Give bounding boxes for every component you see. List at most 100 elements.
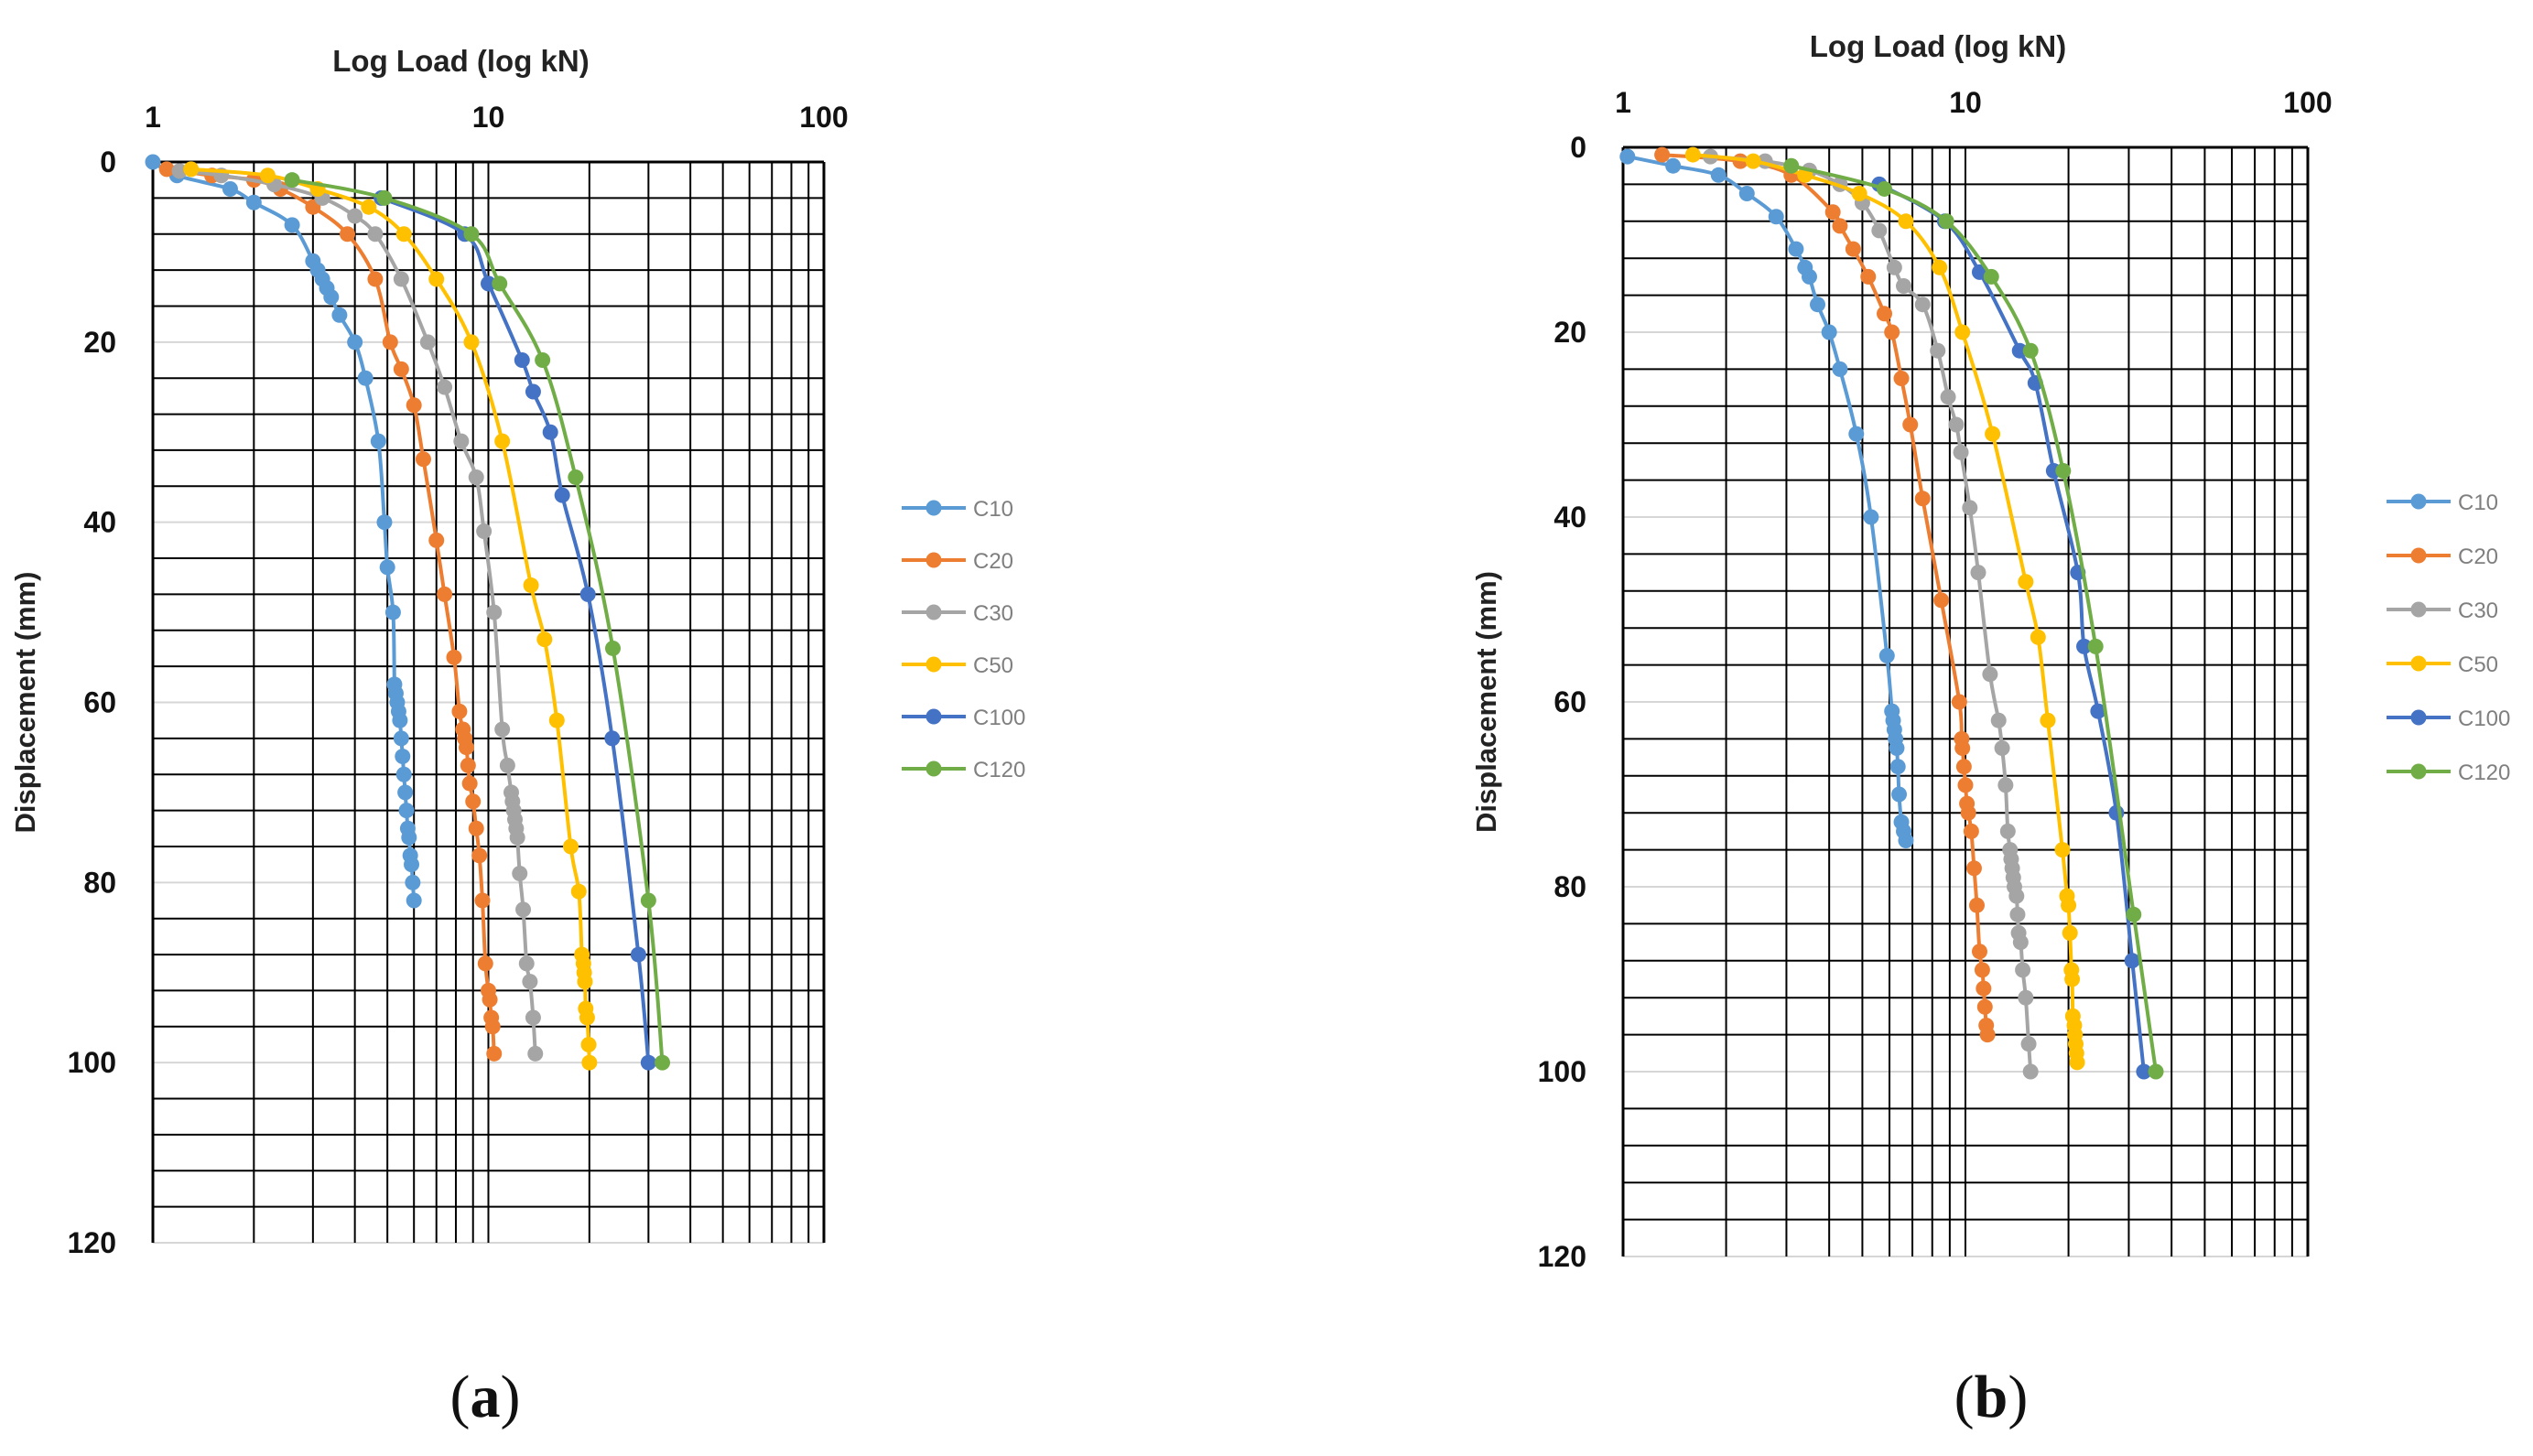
data-point [1860, 268, 1877, 285]
x-axis-title: Log Load (log kN) [1810, 29, 2066, 63]
data-point [1848, 426, 1865, 442]
data-point [1979, 1027, 1996, 1043]
data-point [419, 334, 436, 351]
data-point [1902, 416, 1919, 433]
data-point [2008, 888, 2025, 904]
series-c30 [171, 163, 544, 1062]
data-point [379, 559, 395, 576]
legend-label: C120 [973, 758, 1025, 782]
data-point [1710, 167, 1727, 183]
data-point [1983, 268, 1999, 285]
legend-label: C20 [2458, 545, 2498, 569]
legend-marker [2410, 547, 2427, 564]
data-point [1997, 777, 2014, 793]
data-point [512, 865, 528, 881]
data-point [382, 334, 398, 351]
data-point [465, 793, 482, 810]
data-point [568, 469, 584, 485]
data-point [474, 892, 491, 909]
data-point [1893, 371, 1910, 386]
legend-label: C10 [2458, 491, 2498, 515]
x-tick-label: 100 [799, 101, 848, 134]
data-point [463, 226, 480, 243]
data-point [1999, 823, 2016, 839]
data-point [579, 586, 596, 602]
data-point [542, 424, 558, 440]
data-point [1933, 592, 1950, 609]
data-point [367, 226, 384, 243]
data-point [437, 379, 453, 395]
y-axis-title: Displacement (mm) [9, 572, 41, 834]
data-point [171, 163, 188, 179]
series-line [291, 178, 665, 1063]
data-point [515, 901, 532, 918]
legend-marker [926, 656, 942, 673]
data-point [1801, 268, 1817, 285]
data-point [395, 226, 412, 243]
legend-marker [2410, 493, 2427, 510]
data-point [1824, 204, 1841, 221]
data-point [406, 892, 422, 909]
y-tick-label: 40 [83, 506, 116, 539]
data-point [1845, 241, 1861, 257]
data-point [1898, 833, 1914, 848]
data-point [1963, 823, 1979, 839]
data-point [604, 640, 621, 656]
data-point [463, 334, 480, 351]
data-point [376, 189, 393, 206]
data-point [2022, 1063, 2039, 1080]
data-point [1976, 998, 1993, 1015]
data-point [655, 1054, 671, 1071]
data-point [1654, 146, 1671, 163]
data-point [401, 829, 417, 846]
data-point [476, 523, 493, 540]
data-point [347, 334, 363, 351]
data-point [428, 271, 445, 287]
data-point [2015, 962, 2031, 978]
data-point [397, 784, 414, 801]
data-point [1930, 342, 1946, 359]
data-point [1971, 944, 1987, 960]
data-point [339, 226, 355, 243]
data-point [384, 604, 401, 620]
legend-marker [2410, 655, 2427, 672]
data-point [604, 730, 621, 747]
y-tick-label: 20 [1553, 316, 1586, 349]
panel-b: 1 10 100 0 20 40 60 80 100 120 Log Load (log kN) Di… [1470, 29, 2510, 1430]
legend-marker [926, 604, 942, 620]
data-point [468, 820, 484, 836]
y-tick-label: 60 [1553, 685, 1586, 718]
data-point [640, 1054, 656, 1071]
data-point [2012, 934, 2029, 951]
data-point [437, 586, 453, 602]
data-point [482, 991, 498, 1008]
series-line [380, 196, 651, 1063]
panel-a: 1 10 100 0 20 40 60 80 100 120 Log Load (log kN) Di… [9, 44, 1025, 1430]
data-point [453, 433, 470, 449]
data-point [1962, 500, 1978, 516]
data-point [581, 1054, 598, 1071]
data-point [1863, 509, 1879, 525]
data-point [2136, 1063, 2152, 1080]
data-point [477, 955, 493, 972]
data-point [1665, 157, 1682, 174]
data-point [393, 361, 409, 377]
data-point [1851, 186, 1867, 201]
data-point [562, 838, 579, 855]
data-point [527, 1045, 544, 1062]
data-point [1896, 278, 1912, 294]
data-point [518, 955, 535, 972]
legend-label: C30 [2458, 599, 2498, 623]
legend-marker [926, 760, 942, 777]
data-point [486, 1045, 503, 1062]
data-point [548, 712, 565, 728]
data-point [1994, 740, 2010, 756]
data-point [1783, 157, 1800, 174]
data-point [1932, 259, 1948, 275]
series-c50 [1684, 146, 2085, 1071]
legend-label: C50 [973, 653, 1013, 678]
data-point [392, 712, 408, 728]
data-point [1768, 209, 1784, 225]
data-point [1957, 777, 1974, 793]
data-point [2090, 703, 2106, 719]
